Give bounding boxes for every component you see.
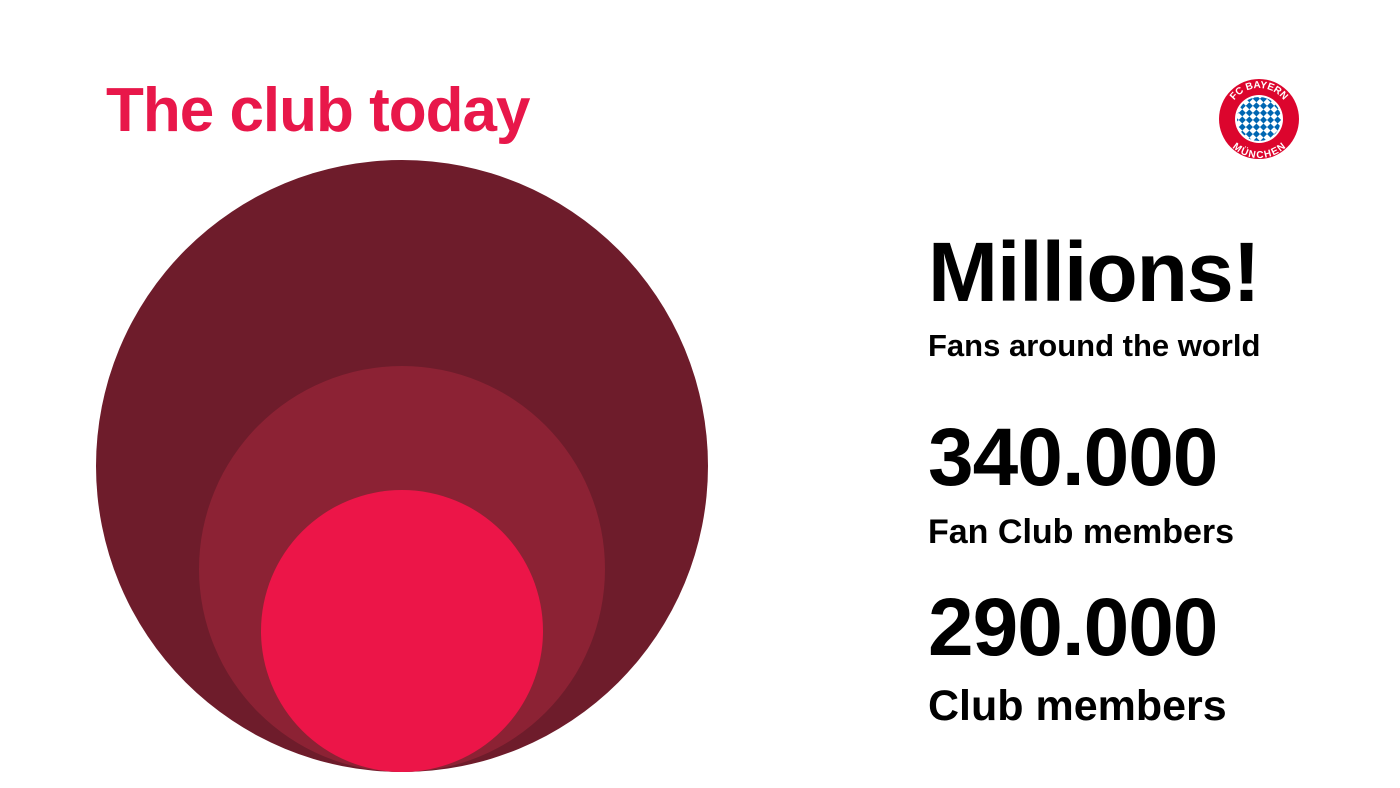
stat-club-members-label: Club members	[928, 682, 1227, 730]
stat-fans-value: Millions!	[928, 225, 1261, 319]
page-title: The club today	[106, 76, 530, 145]
club-logo: FC BAYERN MÜNCHEN	[1216, 76, 1302, 162]
stat-fan-club-value: 340.000	[928, 412, 1218, 503]
stat-club-members-value: 290.000	[928, 582, 1218, 673]
nested-circles-graphic	[96, 160, 708, 772]
logo-diamond-pattern	[1237, 97, 1281, 141]
stat-fans-label: Fans around the world	[928, 328, 1261, 363]
stat-fan-club-label: Fan Club members	[928, 513, 1235, 551]
inner-circle-club-members	[261, 490, 543, 772]
stats-panel: Millions! Fans around the world 340.000 …	[928, 225, 1261, 730]
